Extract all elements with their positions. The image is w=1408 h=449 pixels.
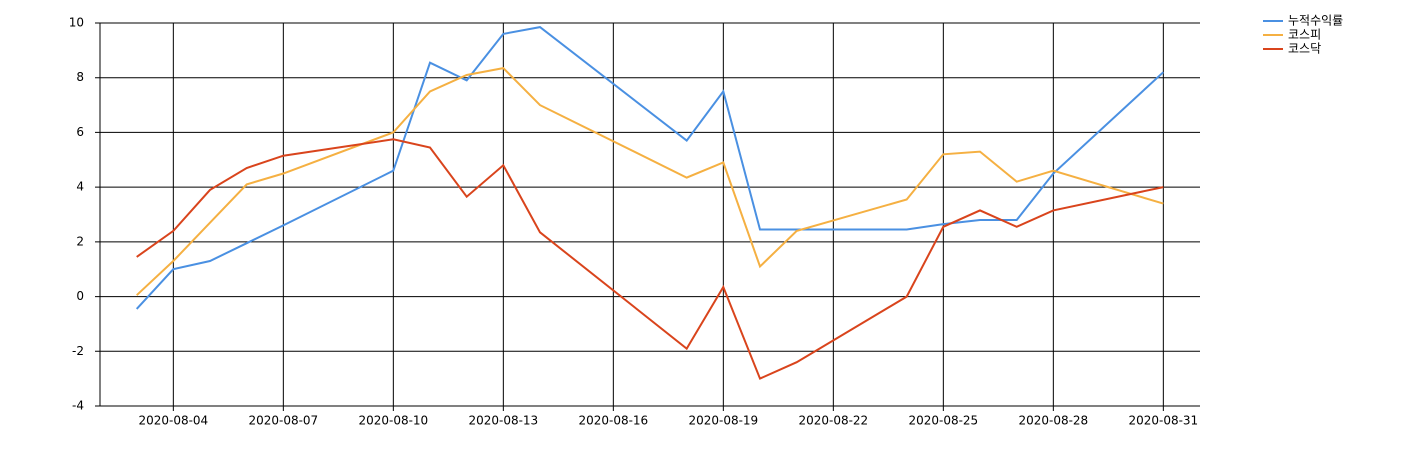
x-tick-label: 2020-08-16: [578, 414, 648, 428]
x-tick-label: 2020-08-25: [908, 414, 978, 428]
x-tick-label: 2020-08-07: [248, 414, 318, 428]
x-tick-label: 2020-08-13: [468, 414, 538, 428]
x-tick-label: 2020-08-22: [798, 414, 868, 428]
y-tick-label: 2: [76, 234, 84, 248]
y-tick-label: 0: [76, 289, 84, 303]
legend-label: 코스닥: [1288, 42, 1321, 56]
series-line: [136, 67, 1164, 296]
y-tick-label: 10: [69, 16, 84, 30]
y-tick-label: -4: [72, 399, 84, 413]
x-tick-label: 2020-08-04: [138, 414, 208, 428]
y-tick-label: 6: [76, 125, 84, 139]
series-line: [136, 138, 1164, 380]
x-tick-label: 2020-08-10: [358, 414, 428, 428]
y-tick-label: 8: [76, 70, 84, 84]
series-line: [135, 26, 1164, 310]
x-tick-label: 2020-08-28: [1018, 414, 1088, 428]
y-tick-label: -2: [72, 344, 84, 358]
x-tick-label: 2020-08-31: [1128, 414, 1198, 428]
y-tick-label: 4: [76, 180, 84, 194]
legend-label: 코스피: [1288, 28, 1321, 42]
x-tick-label: 2020-08-19: [688, 414, 758, 428]
legend-label: 누적수익률: [1288, 14, 1343, 28]
